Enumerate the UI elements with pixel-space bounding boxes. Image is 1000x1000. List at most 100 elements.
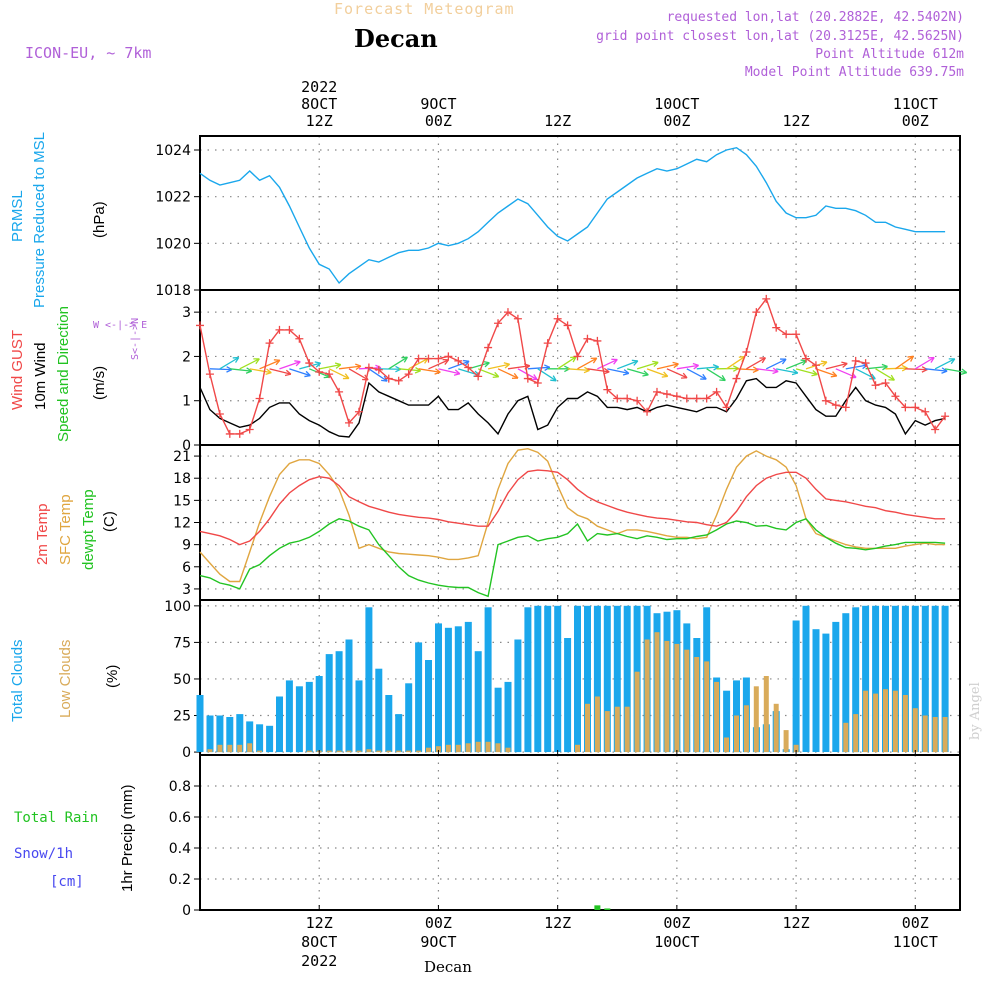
total-cloud-bar [603, 605, 611, 752]
clouds-ytick-label: 50 [173, 672, 191, 688]
gust-line-marker [672, 392, 681, 401]
total-cloud-bar [474, 651, 482, 753]
wind-arrow-shaft [785, 359, 807, 370]
low-cloud-bar [435, 746, 441, 752]
wind-arrow-shaft [905, 368, 928, 371]
wind-direction-arrow [279, 360, 301, 370]
wind-arrow-shaft [487, 363, 510, 370]
wind-ytick-label: 0 [182, 438, 191, 454]
top-tick-label: 12Z [782, 112, 810, 130]
gust-line-marker [275, 325, 284, 334]
low-cloud-bar [942, 717, 948, 753]
wind-arrow-head [531, 374, 538, 381]
total-cloud-bar [375, 668, 383, 752]
wind-arrow-shaft [408, 357, 429, 370]
wind-arrow-head [492, 371, 500, 378]
gust-line-marker [464, 363, 473, 372]
wind-arrow-shaft [269, 368, 292, 375]
wind-arrow-head [652, 360, 659, 368]
precip-panel-frame [199, 754, 961, 911]
bottom-tick-label: 10OCT [654, 933, 700, 951]
total-cloud-bar [226, 717, 234, 753]
gust-line-marker [513, 314, 522, 323]
model-point-altitude: Model Point Altitude 639.75m [744, 65, 964, 80]
wind-direction-arrow [914, 356, 935, 370]
wind10-line [199, 377, 946, 438]
wind-direction-arrow [348, 368, 369, 381]
wind-arrow-head [960, 368, 968, 376]
gust-line-marker [424, 354, 433, 363]
wind-direction-arrow [388, 356, 408, 370]
wind-direction-arrow [865, 363, 888, 371]
low-cloud-bar [873, 693, 879, 753]
wind-arrow-head [304, 370, 311, 378]
wind-arrow-shaft [726, 355, 746, 370]
temperature-ytick-label: 9 [182, 538, 191, 554]
wind-direction-arrow [497, 368, 519, 379]
wind-arrow-shaft [328, 368, 350, 380]
requested-coordinates: requested lon,lat (20.2882E, 42.5402N) [666, 10, 964, 25]
wind-arrow-shaft [914, 356, 935, 370]
precip-ytick-label: 0.4 [169, 841, 191, 857]
model-label: ICON-EU, ~ 7km [25, 44, 152, 62]
wind-arrow-head [719, 375, 726, 382]
total-cloud-bar [891, 605, 899, 752]
wind-arrow-shaft [934, 358, 956, 370]
wind-direction-arrow [597, 358, 618, 370]
low-cloud-bar [475, 741, 481, 752]
wind-arrow-shaft [925, 368, 948, 372]
top-tick-label: 00Z [901, 112, 929, 130]
total-cloud-bar [852, 607, 860, 753]
top-tick-label: 11OCT [892, 95, 938, 113]
wind-arrow-shaft [577, 357, 598, 370]
wind-direction-arrow [289, 368, 311, 378]
rain-bar [604, 908, 611, 910]
low-cloud-bar [455, 744, 461, 753]
gust-line-marker [613, 394, 622, 403]
total-cloud-bar [444, 627, 452, 753]
gust-line-marker [921, 407, 930, 416]
low-cloud-bar [386, 750, 392, 753]
wind-arrow-shaft [636, 361, 659, 370]
low-cloud-bar [883, 689, 888, 753]
gust-line-marker [712, 387, 721, 396]
gust-line-marker [315, 367, 324, 376]
wind-direction-arrow [299, 361, 322, 370]
pressure-panel-frame [199, 135, 961, 291]
wind-arrow-head [245, 367, 253, 374]
temperature-ytick-label: 3 [182, 582, 191, 598]
snow-label: Snow/1h [14, 846, 74, 862]
gust-line-marker [235, 429, 244, 438]
gust-line-marker [901, 403, 910, 412]
total-cloud-bar [335, 651, 343, 753]
wind-arrow-shaft [617, 360, 639, 370]
wind-arrow-shaft [368, 368, 388, 382]
wind-direction-arrow [875, 368, 895, 381]
clouds-ytick-label: 75 [173, 635, 191, 651]
total-cloud-bar [514, 639, 522, 753]
total-cloud-bar [574, 605, 581, 752]
low-cloud-bar [495, 743, 501, 753]
wind-arrow-shaft [746, 357, 766, 370]
forecast-meteogram-title: Forecast Meteogram [334, 0, 515, 18]
gust-line-marker [484, 343, 493, 352]
low-cloud-bar [376, 750, 382, 753]
gust-line-marker [265, 339, 274, 348]
wind-arrow-head [434, 368, 441, 375]
total-cloud-bar [723, 690, 731, 753]
wind-arrow-shaft [239, 358, 260, 370]
dewpt-line [199, 517, 946, 598]
top-tick-label: 00Z [663, 112, 691, 130]
wind-arrow-shaft [765, 358, 787, 370]
gust-line-marker [434, 354, 443, 363]
wind-arrow-head [550, 375, 557, 382]
wind-direction-arrow [259, 359, 281, 370]
wind-arrow-head [759, 357, 767, 364]
gust-line-marker [345, 418, 354, 427]
low-cloud-bar [426, 747, 431, 753]
low-cloud-bar [416, 750, 422, 753]
top-tick-label: 12Z [305, 112, 333, 130]
low-cloud-bar [863, 690, 869, 753]
total-cloud-bar [276, 696, 283, 753]
rain-bar [594, 905, 601, 910]
